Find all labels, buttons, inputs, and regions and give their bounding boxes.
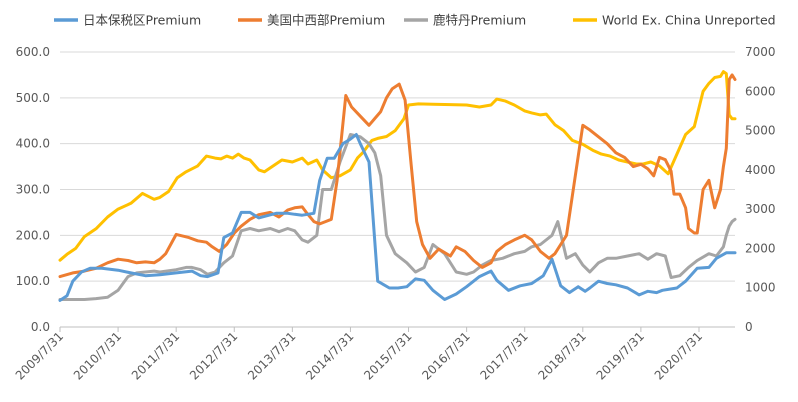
legend-label: 鹿特丹Premium [433, 13, 526, 28]
left-tick-label: 600.0 [16, 45, 50, 59]
x-axis-ticks: 2009/7/31 2010/7/31 2011/7/31 2012/7/31 2013… [13, 327, 705, 383]
left-tick-label: 100.0 [16, 274, 50, 288]
x-tick-label: 2012/7/31 [187, 329, 240, 382]
legend: 日本保税区Premium 美国中西部Premium 鹿特丹Premium World … [54, 13, 776, 28]
left-tick-label: 300.0 [16, 183, 50, 197]
series-lines [58, 70, 737, 302]
left-tick-label: 500.0 [16, 91, 50, 105]
right-tick-label: 2000 [745, 241, 776, 255]
legend-label: 日本保税区Premium [83, 13, 201, 28]
right-axis-ticks: 0 1000 2000 3000 4000 5000 6000 7000 [745, 45, 776, 334]
right-tick-label: 5000 [745, 124, 776, 138]
x-tick-label: 2019/7/31 [594, 329, 647, 382]
x-tick-label: 2013/7/31 [245, 329, 298, 382]
x-tick-label: 2018/7/31 [536, 329, 589, 382]
right-tick-label: 3000 [745, 202, 776, 216]
right-tick-label: 4000 [745, 163, 776, 177]
x-tick-label: 2014/7/31 [303, 329, 356, 382]
left-tick-label: 400.0 [16, 137, 50, 151]
left-tick-label: 200.0 [16, 228, 50, 242]
right-tick-label: 6000 [745, 84, 776, 98]
series-line-0 [58, 133, 737, 302]
gridlines [60, 51, 735, 282]
right-tick-label: 1000 [745, 281, 776, 295]
left-tick-label: 0.0 [31, 320, 50, 334]
series-line-1 [58, 73, 737, 279]
right-tick-label: 7000 [745, 45, 776, 59]
legend-label: 美国中西部Premium [267, 13, 385, 28]
x-tick-label: 2011/7/31 [129, 329, 182, 382]
x-tick-label: 2020/7/31 [652, 329, 705, 382]
x-tick-label: 2009/7/31 [13, 329, 66, 382]
x-tick-label: 2017/7/31 [477, 329, 530, 382]
x-tick-label: 2016/7/31 [419, 329, 472, 382]
right-tick-label: 0 [745, 320, 753, 334]
legend-label: World Ex. China Unreported [602, 13, 776, 28]
series-line-3 [58, 70, 737, 262]
x-tick-label: 2010/7/31 [71, 329, 124, 382]
series-line-2 [58, 133, 737, 301]
x-tick-label: 2015/7/31 [361, 329, 414, 382]
left-axis-ticks: 0.0 100.0 200.0 300.0 400.0 500.0 600.0 [16, 45, 50, 334]
